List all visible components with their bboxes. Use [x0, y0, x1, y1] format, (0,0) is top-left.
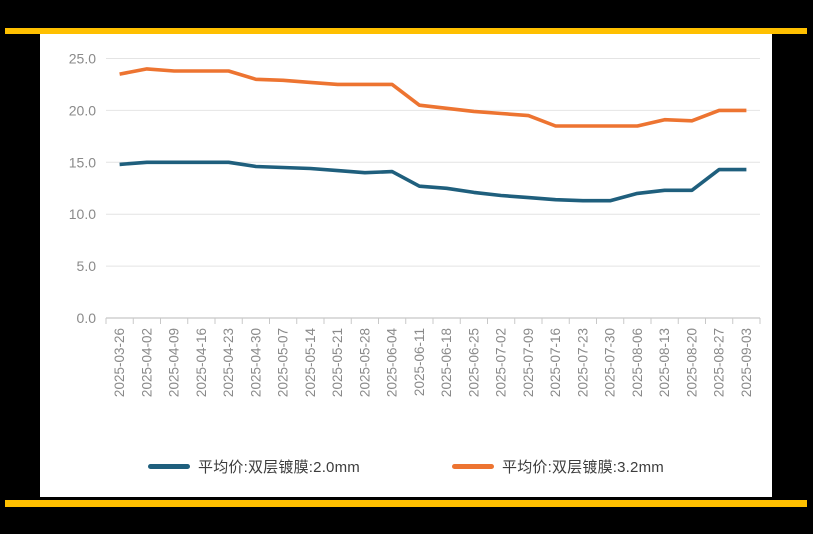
x-axis-tick-label: 2025-06-04: [385, 328, 400, 398]
x-axis-tick-label: 2025-07-16: [548, 328, 563, 397]
y-axis-tick-label: 25.0: [69, 51, 96, 67]
x-axis-tick-label: 2025-06-11: [412, 328, 427, 396]
y-axis-tick-label: 15.0: [69, 154, 96, 170]
x-axis-tick-label: 2025-05-07: [276, 328, 291, 397]
x-axis-tick-label: 2025-07-23: [575, 328, 590, 397]
x-axis-tick-label: 2025-04-16: [194, 328, 209, 397]
y-axis-tick-label: 20.0: [69, 102, 96, 118]
x-axis-tick-label: 2025-08-06: [630, 328, 645, 397]
chart-panel: 0.0 5.0 10.0 15.0 20.0 25.0 2025-03-26 2025-04-…: [40, 34, 772, 497]
x-axis-tick-label: 2025-05-21: [330, 328, 345, 397]
series-line: [119, 160, 747, 203]
legend-item-3mm[interactable]: 平均价:双层镀膜:3.2mm: [452, 456, 664, 477]
bottom-accent-bar: [5, 500, 807, 507]
chart-legend: 平均价:双层镀膜:2.0mm 平均价:双层镀膜:3.2mm: [40, 452, 772, 480]
x-axis-tick-label: 2025-04-02: [139, 328, 154, 397]
legend-item-2mm[interactable]: 平均价:双层镀膜:2.0mm: [148, 456, 360, 477]
x-axis-tick-label: 2025-08-27: [712, 328, 727, 397]
x-axis-tick-label: 2025-06-25: [466, 328, 481, 397]
x-axis-tick-label: 2025-07-02: [494, 328, 509, 397]
top-accent-bar: [5, 28, 807, 34]
line-chart: 0.0 5.0 10.0 15.0 20.0 25.0 2025-03-26 2025-04-…: [69, 51, 761, 398]
legend-swatch: [148, 463, 191, 469]
x-axis-tick-label: 2025-05-28: [357, 328, 372, 397]
x-axis-tick-label: 2025-04-09: [167, 328, 182, 397]
x-axis-tick-label: 2025-08-13: [657, 328, 672, 397]
y-axis-tick-label: 5.0: [77, 258, 97, 274]
x-axis-tick-label: 2025-09-03: [739, 328, 754, 397]
y-axis-tick-label: 10.0: [69, 206, 96, 222]
x-axis-tick-label: 2025-07-09: [521, 328, 536, 397]
x-axis-tick-label: 2025-06-18: [439, 328, 454, 397]
x-axis-tick-label: 2025-04-23: [221, 328, 236, 397]
x-axis-tick-label: 2025-05-14: [303, 328, 318, 398]
y-axis-tick-label: 0.0: [77, 310, 97, 326]
x-axis-tick-label: 2025-03-26: [112, 328, 127, 397]
x-axis-tick-label: 2025-08-20: [684, 328, 699, 397]
legend-swatch: [452, 463, 494, 469]
x-axis-tick-label: 2025-07-30: [603, 328, 618, 397]
legend-label: 平均价:双层镀膜:2.0mm: [198, 458, 360, 476]
x-axis-tick-label: 2025-04-30: [248, 328, 263, 397]
legend-label: 平均价:双层镀膜:3.2mm: [502, 458, 664, 476]
series-line: [119, 67, 747, 128]
